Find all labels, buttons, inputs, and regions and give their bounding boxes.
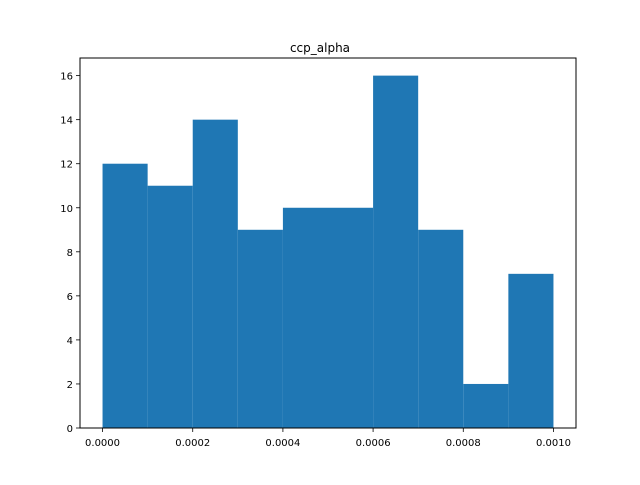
histogram-bar — [508, 273, 554, 428]
x-tick-label: 0.0002 — [175, 438, 210, 449]
histogram-bar — [463, 383, 509, 428]
y-tick-label: 14 — [60, 116, 73, 127]
y-tick-label: 16 — [60, 72, 73, 83]
chart-title: ccp_alpha — [290, 41, 350, 55]
histogram-bar — [147, 185, 193, 428]
histogram-bar — [328, 207, 374, 428]
y-tick-label: 4 — [67, 336, 73, 347]
plot-area-frame — [79, 57, 577, 429]
x-tick-label: 0.0006 — [356, 438, 391, 449]
histogram-bar — [192, 119, 238, 429]
histogram-bar — [418, 229, 464, 428]
y-tick-label: 8 — [67, 248, 73, 259]
y-tick-label: 12 — [60, 160, 73, 171]
x-tick-label: 0.0000 — [85, 438, 120, 449]
y-tick-label: 10 — [60, 204, 73, 215]
x-axis: 0.0000 0.0002 0.0004 0.0006 0.0008 0.0010 — [85, 428, 571, 449]
histogram-bar — [237, 229, 283, 428]
y-tick-label: 0 — [67, 424, 73, 435]
x-tick-label: 0.0004 — [265, 438, 300, 449]
histogram-bar — [102, 163, 148, 428]
histogram-bar — [373, 75, 419, 428]
x-tick-label: 0.0010 — [536, 438, 571, 449]
y-axis: 0 2 4 6 8 10 12 14 16 — [60, 72, 80, 435]
x-tick-label: 0.0008 — [446, 438, 481, 449]
histogram-bar — [282, 207, 328, 428]
y-tick-label: 6 — [67, 292, 73, 303]
bars-group — [102, 75, 554, 429]
y-tick-label: 2 — [67, 380, 73, 391]
